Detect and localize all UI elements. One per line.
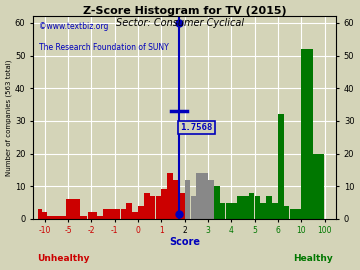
Bar bbox=[266, 196, 272, 219]
Bar bbox=[261, 202, 266, 219]
Bar bbox=[313, 154, 324, 219]
Text: ©www.textbiz.org: ©www.textbiz.org bbox=[39, 22, 108, 31]
Bar bbox=[156, 196, 161, 219]
Bar bbox=[47, 215, 52, 219]
Bar bbox=[173, 180, 179, 219]
Bar bbox=[38, 209, 42, 219]
Bar bbox=[161, 190, 167, 219]
Bar bbox=[179, 193, 185, 219]
Bar bbox=[66, 199, 72, 219]
Bar bbox=[91, 212, 97, 219]
Bar bbox=[103, 209, 109, 219]
Bar bbox=[290, 209, 295, 219]
Bar bbox=[167, 173, 173, 219]
Bar bbox=[197, 173, 202, 219]
Title: Z-Score Histogram for TV (2015): Z-Score Histogram for TV (2015) bbox=[83, 6, 287, 16]
Bar bbox=[208, 180, 214, 219]
Bar bbox=[132, 212, 138, 219]
Bar bbox=[255, 196, 260, 219]
Bar bbox=[243, 196, 249, 219]
Y-axis label: Number of companies (563 total): Number of companies (563 total) bbox=[5, 59, 12, 176]
Text: Unhealthy: Unhealthy bbox=[37, 254, 90, 263]
Bar bbox=[87, 212, 91, 219]
Bar bbox=[121, 209, 126, 219]
Text: Sector: Consumer Cyclical: Sector: Consumer Cyclical bbox=[116, 18, 244, 28]
Bar bbox=[284, 206, 289, 219]
Bar bbox=[115, 209, 121, 219]
Bar bbox=[237, 196, 243, 219]
Bar bbox=[109, 209, 114, 219]
Bar bbox=[57, 215, 61, 219]
Text: The Research Foundation of SUNY: The Research Foundation of SUNY bbox=[39, 43, 169, 52]
Bar bbox=[61, 215, 66, 219]
Bar bbox=[126, 202, 132, 219]
Bar bbox=[272, 202, 278, 219]
Bar bbox=[150, 196, 156, 219]
Bar bbox=[97, 215, 103, 219]
Bar bbox=[220, 202, 225, 219]
Bar bbox=[72, 199, 80, 219]
Text: Healthy: Healthy bbox=[293, 254, 333, 263]
Bar bbox=[138, 206, 144, 219]
Bar bbox=[214, 186, 220, 219]
X-axis label: Score: Score bbox=[169, 237, 200, 247]
Bar bbox=[144, 193, 150, 219]
Text: 1.7568: 1.7568 bbox=[181, 123, 213, 132]
Bar bbox=[84, 215, 87, 219]
Bar bbox=[231, 202, 237, 219]
Bar bbox=[185, 180, 190, 219]
Bar bbox=[80, 215, 84, 219]
Bar bbox=[42, 212, 47, 219]
Bar bbox=[202, 173, 208, 219]
Bar bbox=[225, 202, 231, 219]
Bar bbox=[52, 215, 57, 219]
Bar bbox=[301, 49, 313, 219]
Bar bbox=[249, 193, 255, 219]
Bar bbox=[278, 114, 284, 219]
Bar bbox=[296, 209, 301, 219]
Bar bbox=[190, 196, 196, 219]
